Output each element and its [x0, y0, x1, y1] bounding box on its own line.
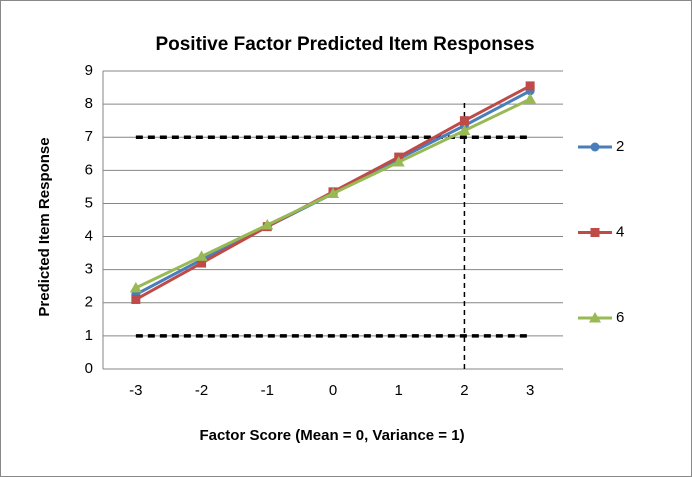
marker	[327, 187, 339, 199]
x-tick-label: -1	[261, 382, 274, 399]
marker	[458, 124, 471, 136]
marker	[524, 93, 537, 104]
marker	[195, 250, 208, 261]
y-tick-label: 4	[85, 228, 93, 245]
marker	[525, 81, 535, 91]
x-tick-label: -3	[129, 382, 142, 399]
legend-marker	[590, 142, 600, 152]
y-axis-title: Predicted Item Response	[36, 137, 53, 316]
legend-label: 4	[616, 223, 624, 240]
legend-label: 2	[616, 138, 624, 155]
legend-marker	[589, 312, 601, 323]
marker	[129, 281, 142, 293]
x-axis-title: Factor Score (Mean = 0, Variance = 1)	[199, 427, 464, 444]
marker	[131, 294, 141, 304]
y-tick-label: 2	[85, 294, 93, 311]
legend-label: 6	[616, 309, 624, 326]
y-tick-label: 7	[85, 128, 93, 145]
y-tick-label: 0	[85, 360, 93, 377]
y-tick-label: 3	[85, 261, 93, 278]
marker	[459, 116, 469, 126]
x-tick-label: 0	[329, 382, 337, 399]
y-tick-label: 8	[85, 95, 93, 112]
y-tick-label: 1	[85, 327, 93, 344]
legend-marker	[590, 228, 600, 237]
marker	[197, 258, 207, 268]
x-tick-label: -2	[195, 382, 208, 399]
x-tick-label: 2	[460, 382, 468, 399]
y-tick-label: 6	[85, 161, 93, 178]
marker	[392, 156, 405, 167]
chart-title: Positive Factor Predicted Item Responses	[155, 34, 534, 55]
marker	[261, 218, 274, 230]
y-tick-label: 9	[85, 62, 93, 79]
x-tick-label: 1	[395, 382, 403, 399]
y-tick-label: 5	[85, 194, 93, 211]
x-tick-label: 3	[526, 382, 534, 399]
